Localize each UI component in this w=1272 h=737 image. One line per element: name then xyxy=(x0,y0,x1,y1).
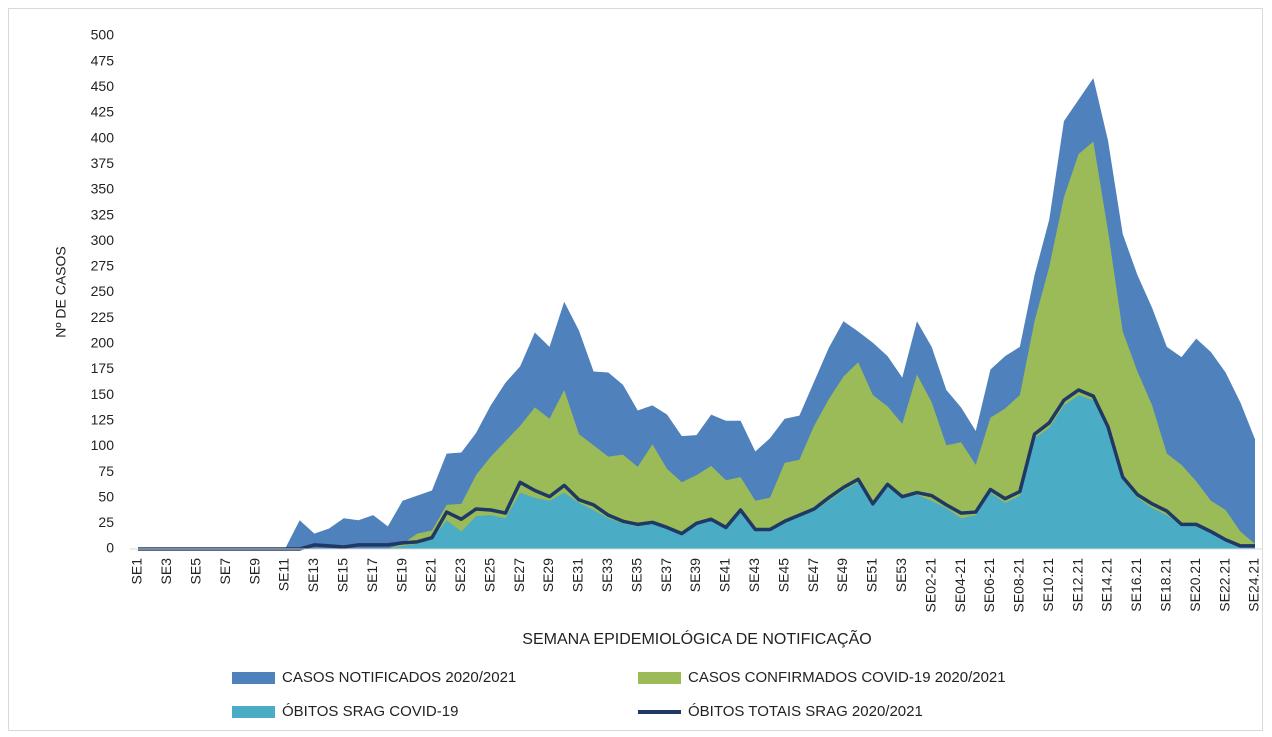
x-tick-label: SE12.21 xyxy=(1069,558,1085,612)
x-tick-label: SE31 xyxy=(570,558,586,592)
y-tick-label: 275 xyxy=(91,258,115,274)
x-tick-label: SE45 xyxy=(775,558,791,592)
x-tick-label: SE04-21 xyxy=(952,558,968,613)
x-tick-label: SE41 xyxy=(717,558,733,592)
x-tick-label: SE33 xyxy=(599,558,615,592)
chart-border xyxy=(8,8,1263,731)
x-tick-label: SE24.21 xyxy=(1246,558,1262,612)
y-tick-label: 200 xyxy=(91,335,115,351)
legend-label: CASOS NOTIFICADOS 2020/2021 xyxy=(282,669,516,686)
y-tick-label: 325 xyxy=(91,206,115,222)
x-tick-label: SE1 xyxy=(129,558,145,585)
y-tick-label: 350 xyxy=(91,181,115,197)
x-axis-title: SEMANA EPIDEMIOLÓGICA DE NOTIFICAÇÃO xyxy=(522,628,871,648)
area xyxy=(138,395,1255,549)
legend-label: ÓBITOS TOTAIS SRAG 2020/2021 xyxy=(688,703,923,720)
x-tick-label: SE20.21 xyxy=(1187,558,1203,612)
x-tick-label: SE7 xyxy=(217,558,233,585)
x-tick-label: SE47 xyxy=(805,558,821,592)
x-tick-label: SE5 xyxy=(187,558,203,585)
y-tick-label: 475 xyxy=(91,52,115,68)
y-tick-label: 150 xyxy=(91,386,115,402)
x-tick-label: SE29 xyxy=(540,558,556,592)
x-tick-label: SE15 xyxy=(334,558,350,592)
legend-label: ÓBITOS SRAG COVID-19 xyxy=(282,703,458,720)
x-tick-label: SE16.21 xyxy=(1128,558,1144,612)
x-tick-label: SE08-21 xyxy=(1011,558,1027,613)
y-tick-label: 375 xyxy=(91,155,115,171)
legend-swatch xyxy=(638,672,681,684)
y-tick-label: 425 xyxy=(91,104,115,120)
y-tick-label: 100 xyxy=(91,437,115,453)
x-tick-label: SE10.21 xyxy=(1040,558,1056,612)
legend-label: CASOS CONFIRMADOS COVID-19 2020/2021 xyxy=(688,669,1006,686)
x-tick-label: SE39 xyxy=(687,558,703,592)
x-tick-label: SE35 xyxy=(628,558,644,592)
y-tick-label: 75 xyxy=(98,463,114,479)
area xyxy=(138,78,1255,549)
y-tick-label: 25 xyxy=(98,514,114,530)
x-tick-label: SE43 xyxy=(746,558,762,592)
x-tick-label: SE11 xyxy=(276,558,292,591)
x-tick-label: SE18.21 xyxy=(1158,558,1174,612)
x-tick-label: SE14.21 xyxy=(1099,558,1115,612)
x-tick-label: SE13 xyxy=(305,558,321,592)
y-tick-label: 450 xyxy=(91,78,115,94)
legend-swatch xyxy=(232,672,275,684)
x-tick-label: SE22.21 xyxy=(1216,558,1232,612)
x-tick-label: SE9 xyxy=(246,558,262,585)
x-tick-label: SE53 xyxy=(893,558,909,592)
x-tick-label: SE23 xyxy=(452,558,468,592)
y-tick-label: 300 xyxy=(91,232,115,248)
x-tick-label: SE06-21 xyxy=(981,558,997,613)
x-tick-label: SE21 xyxy=(423,558,439,592)
x-tick-label: SE49 xyxy=(834,558,850,592)
y-tick-label: 250 xyxy=(91,283,115,299)
x-tick-label: SE17 xyxy=(364,558,380,592)
x-tick-label: SE51 xyxy=(864,558,880,592)
y-tick-label: 400 xyxy=(91,129,115,145)
y-axis-title: Nº DE CASOS xyxy=(53,246,69,337)
y-tick-label: 0 xyxy=(106,540,114,556)
x-tick-label: SE25 xyxy=(481,558,497,592)
line xyxy=(138,388,1255,551)
x-tick-label: SE3 xyxy=(158,558,174,585)
y-tick-label: 500 xyxy=(91,27,115,43)
x-tick-label: SE37 xyxy=(658,558,674,592)
x-tick-label: SE19 xyxy=(393,558,409,592)
x-tick-label: SE02-21 xyxy=(922,558,938,613)
x-tick-label: SE27 xyxy=(511,558,527,592)
y-tick-label: 50 xyxy=(98,488,114,504)
y-tick-label: 125 xyxy=(91,411,115,427)
y-tick-label: 225 xyxy=(91,309,115,325)
legend-swatch xyxy=(232,706,275,718)
y-tick-label: 175 xyxy=(91,360,115,376)
